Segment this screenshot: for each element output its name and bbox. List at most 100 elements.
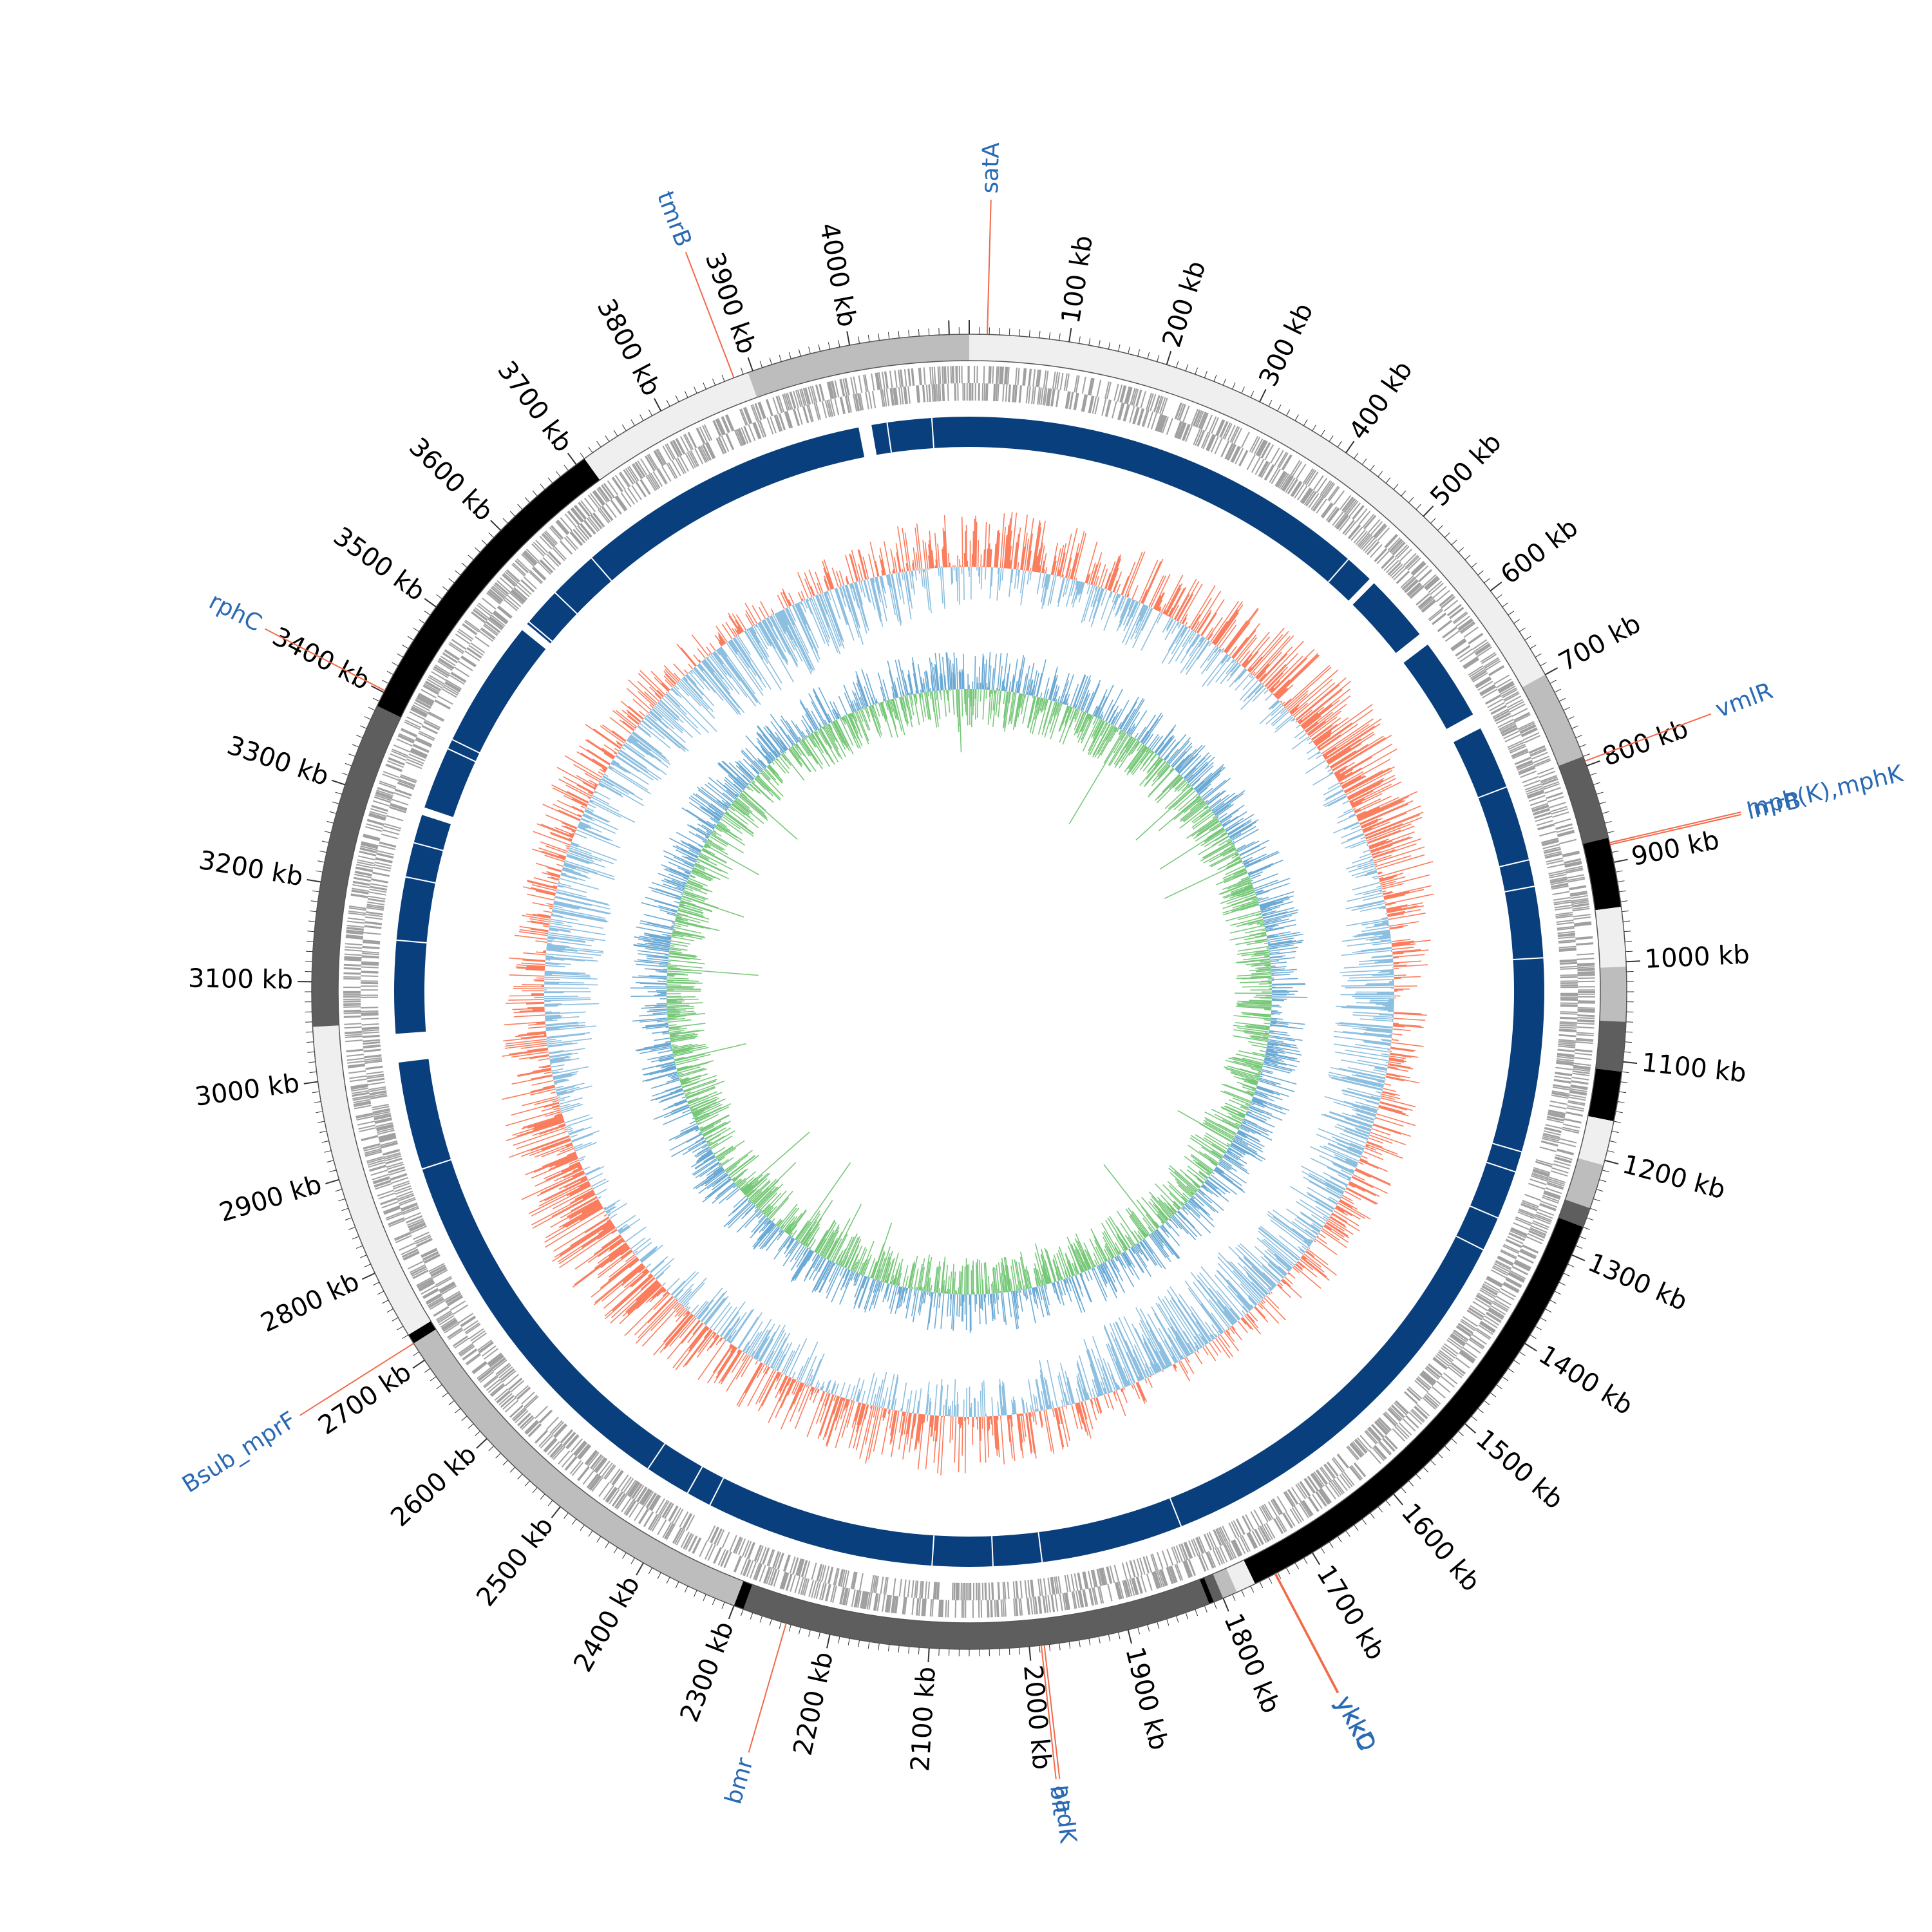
major-tick [1571, 1254, 1586, 1262]
minor-tick [1320, 430, 1325, 437]
minor-tick [1430, 518, 1436, 524]
minor-tick [1337, 1536, 1342, 1543]
contig-segment-7 [1595, 1020, 1626, 1072]
minor-tick [721, 374, 725, 382]
major-tick [654, 398, 662, 412]
minor-tick [867, 1642, 870, 1649]
minor-tick [1624, 931, 1631, 933]
gene-label-leader [1609, 811, 1741, 844]
minor-tick [1370, 1512, 1375, 1519]
minor-tick [461, 1416, 468, 1421]
minor-tick [1602, 811, 1609, 814]
minor-tick [887, 1644, 890, 1652]
minor-tick [310, 900, 318, 902]
minor-tick [348, 753, 355, 757]
minor-tick [1361, 459, 1367, 465]
minor-tick [338, 1198, 346, 1202]
minor-tick [372, 697, 380, 702]
minor-tick [1444, 532, 1450, 538]
gene-label: tmrB [652, 187, 697, 250]
minor-tick [509, 1466, 516, 1473]
tick-label: 900 kb [1629, 826, 1722, 872]
alignment-break [591, 557, 612, 582]
minor-tick [1615, 1111, 1623, 1113]
tick-label: 1700 kb [1311, 1560, 1390, 1665]
minor-tick [335, 1189, 343, 1192]
minor-tick [392, 662, 399, 667]
major-tick [846, 331, 851, 346]
minor-tick [1513, 1359, 1520, 1365]
minor-tick [1098, 1636, 1101, 1643]
minor-tick [858, 336, 860, 344]
minor-tick [596, 440, 601, 448]
tick-label: 3700 kb [491, 355, 578, 457]
tick-label: 2300 kb [675, 1618, 740, 1727]
gene-label: vmlR [1712, 677, 1777, 723]
contig-segment-13 [1226, 1560, 1255, 1593]
minor-tick [1502, 1376, 1509, 1381]
tick-label: 3200 kb [196, 846, 305, 893]
minor-tick [684, 1586, 688, 1593]
minor-tick [316, 870, 323, 873]
minor-tick [397, 1326, 404, 1331]
minor-tick [1508, 611, 1515, 616]
minor-tick [1496, 594, 1502, 600]
minor-tick [1354, 1524, 1359, 1531]
minor-tick [1437, 525, 1443, 531]
alignment-break [1492, 1142, 1522, 1153]
minor-tick [1620, 900, 1628, 902]
minor-tick [818, 344, 820, 352]
minor-tick [312, 890, 319, 893]
minor-tick [639, 414, 644, 421]
minor-tick [769, 357, 772, 365]
alignment-break [554, 592, 578, 614]
minor-tick [1437, 1453, 1443, 1459]
minor-tick [1451, 540, 1457, 545]
minor-tick [1401, 490, 1406, 497]
minor-tick [402, 1334, 409, 1339]
minor-tick [838, 1636, 840, 1643]
minor-tick [666, 1577, 670, 1584]
minor-tick [1241, 1590, 1245, 1597]
minor-tick [759, 1615, 763, 1623]
minor-tick [1496, 1384, 1502, 1390]
alignment-block-1 [969, 417, 1370, 601]
minor-tick [308, 920, 316, 922]
minor-tick [1378, 1506, 1383, 1513]
minor-tick [314, 1101, 321, 1103]
major-tick [1604, 1159, 1619, 1165]
minor-tick [1599, 1179, 1607, 1182]
major-tick [1524, 1343, 1537, 1352]
tick-label: 400 kb [1343, 355, 1419, 445]
minor-tick [1583, 753, 1590, 757]
tick-label: 800 kb [1598, 714, 1692, 772]
contig-segment-17 [743, 1579, 1209, 1650]
major-tick [551, 1506, 561, 1519]
contig-segment-4 [1582, 837, 1622, 911]
gene-label: ykkC [1330, 1692, 1379, 1755]
minor-tick [1285, 409, 1291, 416]
contig-segment-1 [969, 334, 1546, 688]
minor-tick [1250, 391, 1255, 398]
minor-tick [818, 1632, 820, 1640]
minor-tick [1294, 414, 1299, 421]
major-tick [927, 1648, 930, 1663]
gene-label-leader [1040, 1645, 1057, 1779]
minor-tick [740, 367, 744, 375]
minor-tick [898, 330, 900, 338]
minor-tick [1370, 464, 1375, 471]
minor-tick [524, 497, 530, 503]
tick-label: 2400 kb [568, 1571, 646, 1677]
alignment-break [1169, 1498, 1182, 1527]
minor-tick [630, 1557, 635, 1564]
minor-tick [703, 383, 706, 390]
minor-tick [360, 1255, 367, 1258]
alignment-break [1499, 859, 1530, 867]
minor-tick [1019, 1647, 1021, 1655]
contig-segment-11 [1558, 1199, 1591, 1227]
minor-tick [329, 811, 337, 814]
minor-tick [382, 679, 389, 684]
minor-tick [1563, 1273, 1570, 1277]
tick-label: 2000 kb [1018, 1663, 1057, 1771]
tick-label: 1900 kb [1119, 1644, 1173, 1753]
